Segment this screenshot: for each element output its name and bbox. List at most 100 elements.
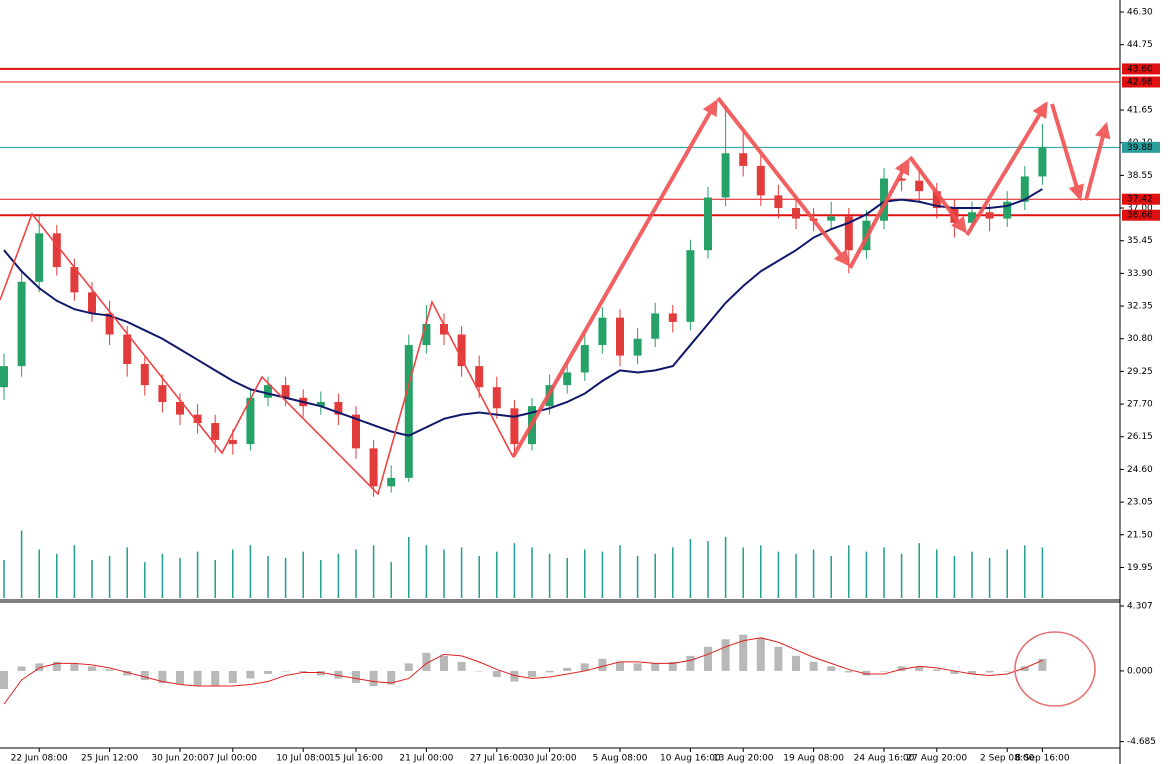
x-tick-label: 2 Sep 08:00 <box>980 754 1035 764</box>
candle-body <box>211 423 220 440</box>
candle-body <box>387 477 396 487</box>
y-tick-label: 21.50 <box>1127 530 1153 540</box>
histogram-bar <box>387 670 396 685</box>
candle-body <box>932 191 941 209</box>
histogram-bar <box>281 670 290 672</box>
candle-body <box>774 195 783 209</box>
candle-body <box>246 397 255 445</box>
histogram-bar <box>985 670 994 673</box>
candle-body <box>17 281 26 367</box>
x-tick-label: 30 Jun 20:00 <box>151 754 208 764</box>
y-tick-label: 44.75 <box>1127 40 1153 50</box>
histogram-bar <box>827 666 836 671</box>
histogram-bar <box>193 670 202 687</box>
histogram-bar <box>774 646 783 671</box>
x-tick-label: 8 Sep 16:00 <box>1015 754 1070 764</box>
histogram-bar <box>932 669 941 671</box>
histogram-bar <box>422 652 431 671</box>
candle-body <box>123 334 132 365</box>
x-tick-label: 27 Aug 20:00 <box>906 754 967 764</box>
candle-body <box>334 401 343 415</box>
histogram-bar <box>457 661 466 671</box>
arrow <box>848 158 910 269</box>
histogram-bar <box>950 670 959 674</box>
candle-body <box>563 372 572 386</box>
histogram-bar <box>316 670 325 676</box>
histogram-bar <box>756 637 765 671</box>
arrows <box>511 96 1111 458</box>
y-tick-label: 23.05 <box>1127 498 1153 508</box>
highlight-circle <box>1014 631 1096 707</box>
x-tick-label: 13 Aug 20:00 <box>713 754 774 764</box>
histogram-bar <box>792 655 800 671</box>
y-tick-label: 37.00 <box>1127 204 1153 214</box>
candle-body <box>968 212 976 223</box>
histogram-bar <box>0 670 8 690</box>
histogram-bar <box>510 670 519 682</box>
histogram-bar <box>633 663 642 671</box>
y-tick-label: 29.25 <box>1127 367 1153 377</box>
x-tick-label: 21 Jul 00:00 <box>399 754 453 764</box>
x-tick-label: 30 Jul 20:00 <box>523 754 577 764</box>
histogram-bar <box>492 670 501 677</box>
y-tick-label: 46.30 <box>1127 8 1153 18</box>
signal-line <box>3 637 1043 705</box>
y-tick-label: 0.000 <box>1127 666 1153 676</box>
histogram-bar <box>352 670 360 683</box>
histogram-bar <box>475 670 484 672</box>
histogram-bar <box>88 666 96 671</box>
histogram-bar <box>228 670 237 683</box>
level-box <box>1122 63 1160 75</box>
arrow <box>965 101 1048 237</box>
histogram-bar <box>651 663 660 671</box>
moving-average <box>3 188 1043 437</box>
candle-body <box>827 216 836 221</box>
histogram-bar <box>897 666 906 671</box>
histogram-bar <box>70 663 79 671</box>
histogram-bar <box>404 663 413 671</box>
histogram-bar <box>968 670 976 674</box>
y-tick-label: 24.60 <box>1127 465 1153 475</box>
x-tick-label: 7 Jul 00:00 <box>209 754 258 764</box>
candle-body <box>88 292 96 314</box>
candle-body <box>140 364 149 386</box>
candle-body <box>404 345 413 478</box>
candle-body <box>281 385 290 398</box>
level-box <box>1122 193 1160 205</box>
plot: 46.3044.7541.6540.1038.5537.0035.4533.90… <box>0 8 1160 764</box>
candle-body <box>422 323 431 346</box>
histogram-bar <box>598 658 607 671</box>
candle-body <box>316 401 325 407</box>
y-tick-label: 33.90 <box>1127 269 1153 279</box>
candle-body <box>1003 201 1012 219</box>
y-tick-label: 30.80 <box>1127 334 1153 344</box>
candle-body <box>668 313 677 322</box>
candle-body <box>228 439 237 445</box>
candle-body <box>844 216 853 251</box>
arrow <box>908 155 967 234</box>
histogram-bar <box>809 661 818 671</box>
x-tick-label: 19 Aug 08:00 <box>783 754 844 764</box>
histogram-bar <box>1020 666 1029 671</box>
y-tick-label: 32.35 <box>1127 302 1153 312</box>
candle-body <box>580 345 589 373</box>
histogram-bar <box>862 670 871 676</box>
histogram-bar <box>176 670 184 685</box>
x-tick-label: 10 Jul 08:00 <box>276 754 330 764</box>
candle-body <box>1020 176 1029 202</box>
histogram-bar <box>52 661 61 671</box>
candle-body <box>510 408 519 445</box>
candle-body <box>492 387 501 409</box>
x-tick-label: 10 Aug 16:00 <box>660 754 721 764</box>
histogram-bar <box>35 663 44 671</box>
histogram-bar <box>369 670 378 687</box>
candle-body <box>616 317 624 356</box>
candle-body <box>264 385 272 398</box>
y-tick-label: 4.307 <box>1127 601 1153 611</box>
level-box <box>1122 76 1160 88</box>
candle-body <box>915 180 924 192</box>
candle-body <box>897 178 906 181</box>
candle-body <box>105 313 114 335</box>
candle-body <box>739 153 748 166</box>
